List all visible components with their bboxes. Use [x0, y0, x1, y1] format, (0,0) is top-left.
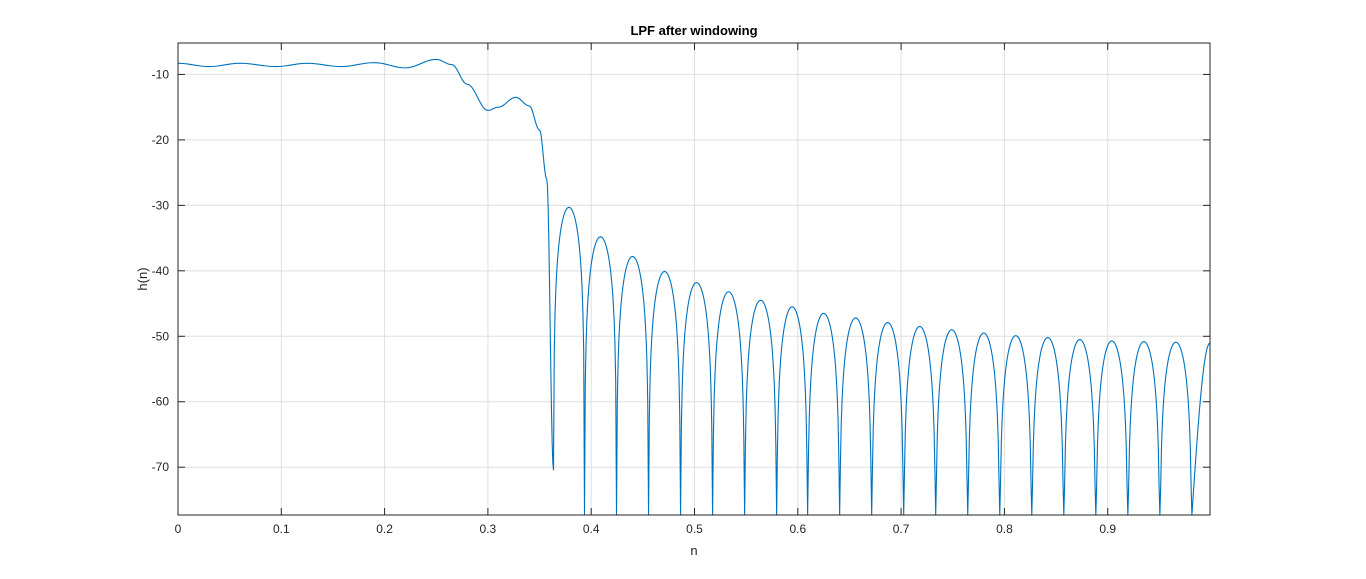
x-tick-label: 0.9	[1099, 522, 1116, 536]
series-line	[178, 58, 1210, 515]
axes-box	[177, 42, 1211, 516]
y-tick-label: -30	[152, 198, 170, 212]
tick-labels: 0 0.1 0.2 0.3 0.4 0.5 0.6 0.7 0.8 0.9 -10 -20 -30 -40…	[152, 67, 1117, 536]
y-tick-label: -50	[152, 329, 170, 343]
x-tick-label: 0.3	[480, 522, 497, 536]
x-tick-label: 0.7	[893, 522, 910, 536]
x-tick-label: 0.8	[996, 522, 1013, 536]
x-tick-label: 0	[175, 522, 182, 536]
x-tick-label: 0.2	[376, 522, 393, 536]
x-tick-label: 0.4	[583, 522, 600, 536]
y-tick-label: -40	[152, 264, 170, 278]
series-layer	[178, 58, 1210, 515]
plot-area	[178, 43, 1210, 515]
y-axis-label: h(n)	[135, 267, 150, 290]
x-tick-label: 0.6	[789, 522, 806, 536]
x-tick-label: 0.1	[273, 522, 290, 536]
x-axis-label: n	[690, 543, 697, 558]
y-tick-label: -60	[152, 395, 170, 409]
grid	[177, 43, 1210, 515]
chart-title: LPF after windowing	[630, 23, 757, 38]
y-tick-label: -70	[152, 460, 170, 474]
y-tick-label: -20	[152, 133, 170, 147]
x-tick-label: 0.5	[686, 522, 703, 536]
ticks	[177, 43, 1210, 515]
y-tick-label: -10	[152, 67, 170, 81]
